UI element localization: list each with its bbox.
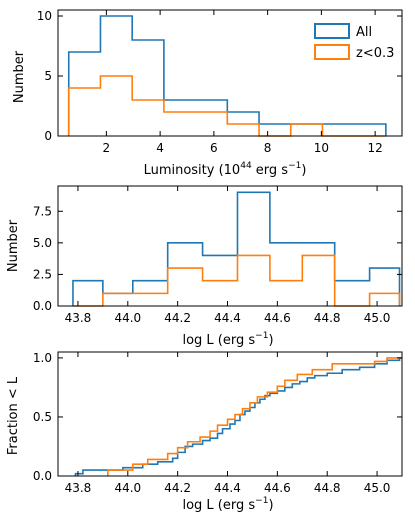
panel2-ytick-label: 0.0: [33, 299, 52, 313]
panel2-ytick-label: 2.5: [33, 267, 52, 281]
panel3-ytick-label: 0.0: [33, 469, 52, 483]
panel3-series-z-lt-0-3: [107, 357, 402, 476]
panel3-plot-area: 43.8 44.0 44.2 44.4 44.6 44.8 45.0 0.0 0.5 1.0: [33, 351, 403, 495]
panel3-xtick-label: 44.6: [264, 481, 291, 495]
panel1-axes-frame: [57, 9, 403, 137]
panel1-ytick-label: 0: [44, 129, 52, 143]
panel3-ylabel: Fraction < L: [6, 376, 21, 455]
panel1-plot-area: 2 4 6 8 10 12 0 5 10: [37, 9, 403, 155]
panel2-xtick-label: 44.2: [164, 311, 191, 325]
legend-all-label: All: [356, 25, 372, 40]
panel2-axes-frame: [57, 185, 403, 307]
panel1-xtick-label: 6: [210, 141, 218, 155]
cumulative-fraction-panel: 43.8 44.0 44.2 44.4 44.6 44.8 45.0 0.0 0.5 1.0 Fr…: [6, 351, 403, 513]
panel1-xtick-label: 10: [314, 141, 329, 155]
panel3-xtick-label: 44.2: [164, 481, 191, 495]
panel3-xtick-label: 44.0: [114, 481, 141, 495]
legend-z-label: z<0.3: [356, 46, 394, 61]
panel2-ytick-label: 7.5: [33, 204, 52, 218]
panel3-ytick-label: 0.5: [33, 410, 52, 424]
panel2-xlabel: log L (erg s−1): [182, 331, 273, 348]
panel3-ytick-label: 1.0: [33, 351, 52, 365]
panel2-xtick-label: 44.8: [314, 311, 341, 325]
panel1-ylabel: Number: [12, 50, 27, 103]
panel1-xtick-label: 12: [367, 141, 382, 155]
panel2-ytick-label: 5.0: [33, 236, 52, 250]
panel3-xtick-label: 44.4: [214, 481, 241, 495]
panel1-series-z-lt-0-3: [67, 75, 386, 137]
panel1-legend: All z<0.3: [314, 23, 394, 61]
luminosity-histogram-panel: 2 4 6 8 10 12 0 5 10 Number Luminosity (1044 erg…: [12, 9, 403, 178]
logl-histogram-panel: 43.8 44.0 44.2 44.4 44.6 44.8 45.0 0.0 2.5 5.0 7.5…: [6, 185, 403, 348]
panel1-ytick-label: 5: [44, 69, 52, 83]
legend-z-swatch: [314, 44, 350, 60]
panel1-ytick-label: 10: [37, 9, 52, 23]
panel1-xtick-label: 8: [264, 141, 272, 155]
panel3-xlabel: log L (erg s−1): [182, 496, 273, 513]
panel2-ylabel: Number: [6, 219, 21, 272]
panel1-series-all: [67, 15, 387, 136]
panel2-xtick-label: 45.0: [364, 311, 391, 325]
panel1-xlabel: Luminosity (1044 erg s−1): [144, 161, 307, 178]
panel3-series-all: [74, 357, 402, 476]
panel3-xtick-label: 43.8: [65, 481, 92, 495]
panel2-xtick-label: 44.4: [214, 311, 241, 325]
legend-all-swatch: [314, 23, 350, 39]
panel2-xtick-label: 43.8: [65, 311, 92, 325]
panel2-plot-area: 43.8 44.0 44.2 44.4 44.6 44.8 45.0 0.0 2.5 5.0 7.5: [33, 185, 403, 325]
panel1-xtick-label: 4: [156, 141, 164, 155]
panel3-xtick-label: 45.0: [364, 481, 391, 495]
panel3-xtick-label: 44.8: [314, 481, 341, 495]
panel2-xtick-label: 44.0: [114, 311, 141, 325]
panel1-xtick-label: 2: [103, 141, 111, 155]
panel2-xtick-label: 44.6: [264, 311, 291, 325]
panel3-axes-frame: [57, 351, 403, 477]
